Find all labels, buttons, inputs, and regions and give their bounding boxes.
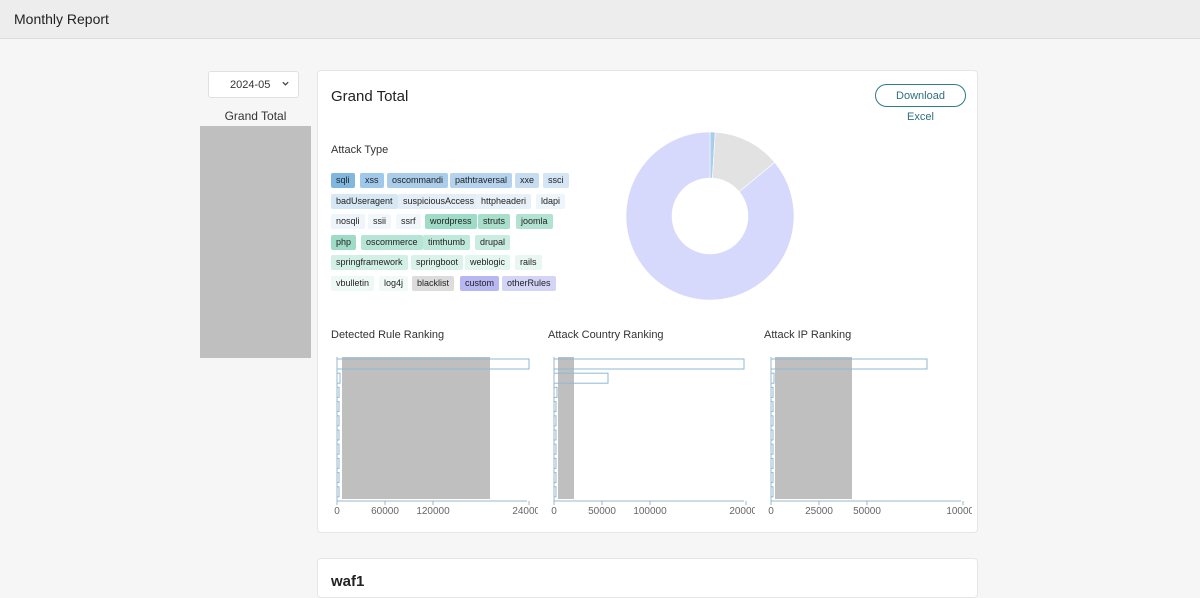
waf1-card-title: waf1 — [331, 573, 365, 590]
tag-baduseragent[interactable]: badUseragent — [331, 193, 398, 209]
x-tick-label: 100000 — [633, 506, 667, 517]
chart-image — [775, 357, 852, 499]
tag-rails[interactable]: rails — [515, 255, 542, 271]
tag-joomla[interactable]: joomla — [516, 214, 553, 230]
tag-ldapi[interactable]: ldapi — [536, 193, 566, 209]
x-tick-label: 0 — [768, 506, 774, 517]
tag-custom[interactable]: custom — [460, 276, 500, 291]
tag-suspiciousaccess[interactable]: suspiciousAccess — [398, 193, 480, 209]
tag-ssrf[interactable]: ssrf — [396, 214, 421, 230]
chevron-down-icon — [281, 79, 290, 91]
tag-wordpress[interactable]: wordpress — [425, 214, 477, 230]
x-tick-label: 50000 — [853, 506, 881, 517]
sidebar-label: Grand Total — [224, 109, 287, 123]
tag-php[interactable]: php — [331, 234, 357, 250]
month-select-value: 2024-05 — [230, 79, 271, 91]
tag-ssci[interactable]: ssci — [543, 173, 569, 188]
attack-type-label: Attack Type — [331, 144, 389, 156]
ip-ranking-label: Attack IP Ranking — [764, 329, 852, 341]
tag-springframework[interactable]: springframework — [331, 255, 408, 271]
tag-httpheaderi[interactable]: httpheaderi — [476, 193, 532, 209]
app-header: Monthly Report — [0, 0, 1200, 39]
tag-xxe[interactable]: xxe — [515, 173, 540, 188]
country-ranking-label: Attack Country Ranking — [548, 329, 664, 341]
waf1-card: waf1 — [317, 558, 978, 598]
tag-ssii[interactable]: ssii — [368, 214, 391, 230]
donut-slice[interactable] — [626, 132, 794, 300]
x-tick-label: 0 — [551, 506, 557, 517]
month-select[interactable]: 2024-05 — [208, 71, 299, 98]
tag-sqli[interactable]: sqli — [331, 173, 355, 188]
x-tick-label: 60000 — [371, 506, 399, 517]
x-tick-label: 100000 — [946, 506, 972, 517]
page-title: Monthly Report — [14, 11, 109, 27]
chart-image — [342, 357, 490, 499]
download-excel-button[interactable]: Download Excel — [875, 84, 966, 123]
tag-drupal[interactable]: drupal — [475, 234, 511, 250]
tag-nosqli[interactable]: nosqli — [331, 214, 365, 230]
attack-type-donut — [626, 132, 794, 300]
tag-blacklist[interactable]: blacklist — [412, 276, 455, 291]
tag-springboot[interactable]: springboot — [411, 255, 464, 271]
tag-pathtraversal[interactable]: pathtraversal — [450, 173, 513, 188]
ip-ranking-chart: 0 25000 50000 100000 — [768, 357, 972, 517]
tag-otherrules[interactable]: otherRules — [502, 276, 556, 291]
tag-vbulletin[interactable]: vbulletin — [331, 276, 375, 291]
sidebar-image — [200, 126, 311, 358]
tag-xss[interactable]: xss — [360, 173, 384, 188]
card-title: Grand Total — [331, 88, 409, 105]
tag-oscommerce[interactable]: oscommerce — [361, 234, 423, 250]
ranking-bar[interactable] — [553, 358, 745, 370]
rule-ranking-label: Detected Rule Ranking — [331, 329, 445, 341]
tag-struts[interactable]: struts — [478, 214, 511, 230]
tag-weblogic[interactable]: weblogic — [465, 255, 511, 271]
x-tick-label: 25000 — [805, 506, 833, 517]
chart-image — [558, 357, 574, 499]
tag-log4j[interactable]: log4j — [379, 276, 409, 291]
grand-total-card: Grand Total Download Excel Attack Type s… — [317, 70, 978, 533]
x-tick-label: 120000 — [416, 506, 450, 517]
tag-timthumb[interactable]: timthumb — [423, 234, 471, 250]
x-tick-label: 0 — [334, 506, 340, 517]
x-tick-label: 50000 — [588, 506, 616, 517]
tag-oscommandi[interactable]: oscommandi — [387, 173, 449, 188]
